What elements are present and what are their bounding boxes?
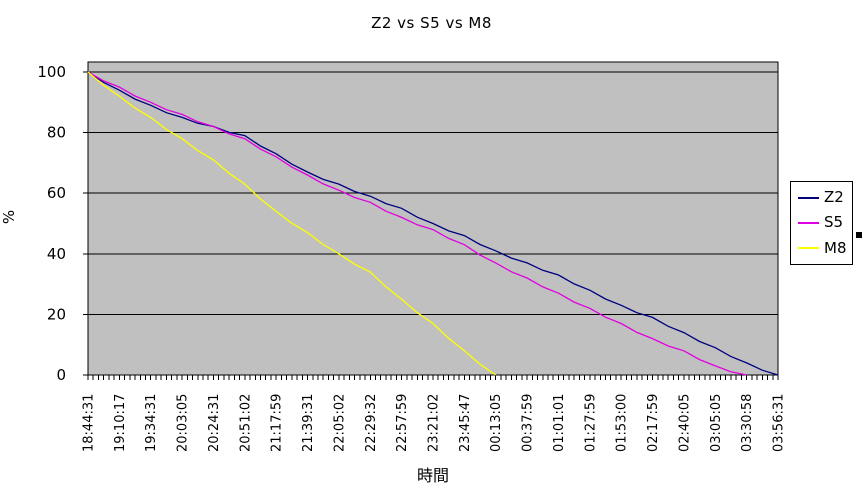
- x-tick-labels: 18:44:31 19:10:17 19:34:31 20:03:05 20:24:31…: [82, 394, 787, 452]
- y-tick-label: 40: [47, 245, 66, 263]
- legend-label-s5: S5: [824, 213, 844, 232]
- series-line-z2[interactable]: [87, 71, 779, 376]
- x-tick-label: 21:39:31: [301, 394, 316, 452]
- plot-area-background: [87, 61, 779, 376]
- x-tick-label: 19:10:17: [113, 394, 128, 452]
- x-tick-label: 01:01:01: [552, 394, 567, 452]
- x-tick-label: 19:34:31: [144, 394, 159, 452]
- x-tick-label: 23:45:47: [458, 394, 473, 452]
- legend-marker-s5-icon: [798, 221, 819, 224]
- x-tick-label: 00:37:59: [521, 394, 536, 452]
- legend-item-s5[interactable]: S5: [798, 215, 850, 230]
- x-tick-label: 02:40:05: [677, 394, 692, 452]
- series-line-s5[interactable]: [87, 71, 747, 376]
- legend-selection-handle[interactable]: [856, 232, 862, 238]
- legend-label-z2: Z2: [824, 188, 844, 207]
- x-tick-label: 20:51:02: [238, 394, 253, 452]
- legend-marker-m8-icon: [798, 247, 819, 250]
- y-axis-title: %: [0, 209, 19, 225]
- x-tick-label: 23:21:02: [427, 394, 442, 452]
- x-tick-label: 20:24:31: [207, 394, 222, 452]
- y-tick-labels: 0 20 40 60 80 100: [37, 63, 66, 384]
- x-tick-label: 18:44:31: [82, 394, 97, 452]
- y-axis-ticks: [83, 71, 88, 376]
- legend[interactable]: Z2 S5 M8: [790, 181, 853, 265]
- x-tick-label: 03:30:58: [740, 394, 755, 452]
- legend-label-m8: M8: [824, 238, 847, 257]
- x-axis-title: 時間: [416, 466, 449, 485]
- x-tick-label: 21:17:59: [270, 394, 285, 452]
- legend-item-z2[interactable]: Z2: [798, 190, 850, 205]
- x-tick-label: 01:27:59: [583, 394, 598, 452]
- x-tick-label: 22:05:02: [332, 394, 347, 452]
- chart-title: Z2 vs S5 vs M8: [371, 14, 492, 32]
- legend-marker-z2-icon: [798, 196, 819, 199]
- y-tick-label: 80: [47, 124, 66, 142]
- y-tick-label: 100: [37, 63, 66, 81]
- x-axis-ticks: [87, 375, 779, 380]
- x-tick-label: 03:56:31: [772, 394, 787, 452]
- y-tick-label: 0: [56, 366, 66, 384]
- x-tick-label: 20:03:05: [176, 394, 191, 452]
- y-tick-label: 60: [47, 184, 66, 202]
- legend-item-m8[interactable]: M8: [798, 238, 850, 257]
- x-tick-label: 03:05:05: [709, 394, 724, 452]
- y-tick-label: 20: [47, 305, 66, 323]
- x-tick-label: 01:53:00: [615, 394, 630, 452]
- x-tick-label: 02:17:59: [646, 394, 661, 452]
- series-line-m8[interactable]: [87, 71, 497, 376]
- x-tick-label: 22:29:32: [364, 394, 379, 452]
- x-tick-label: 00:13:05: [489, 394, 504, 452]
- x-tick-label: 22:57:59: [395, 394, 410, 452]
